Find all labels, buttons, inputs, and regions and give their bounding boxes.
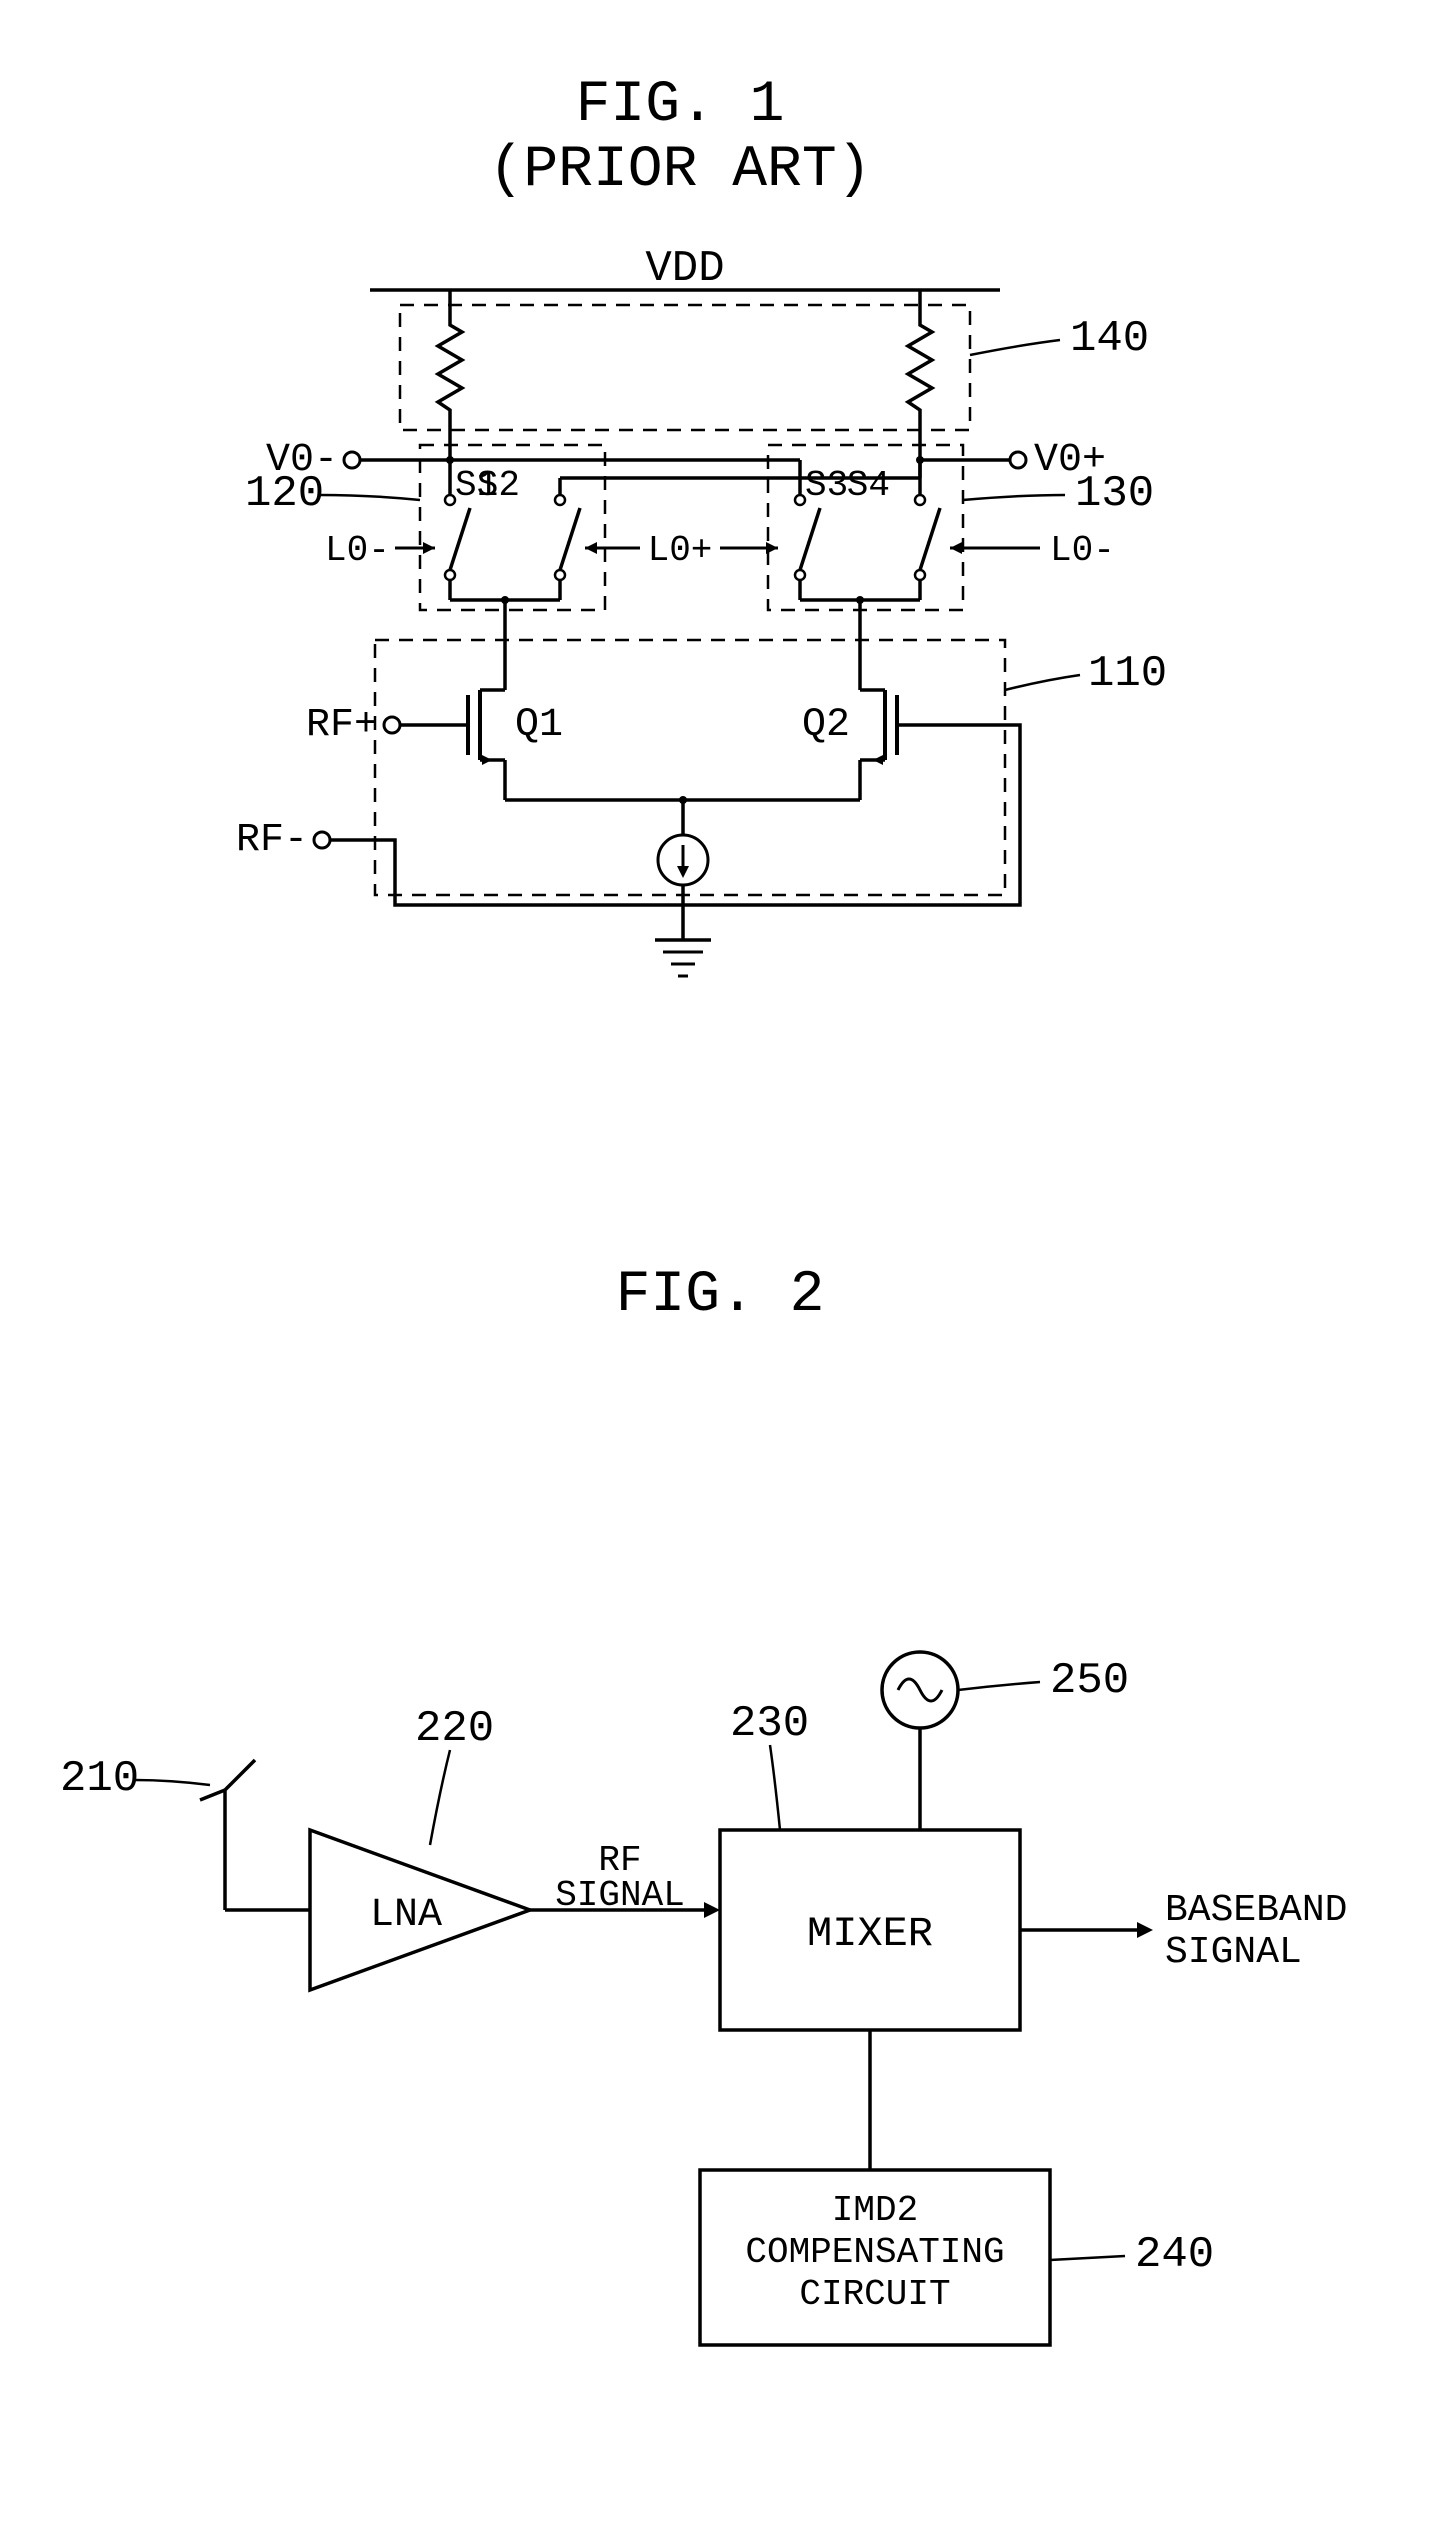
lo-plus-label: L0+ (648, 530, 713, 571)
ref-240: 240 (1135, 2230, 1214, 2280)
transistor-q1 (400, 665, 505, 800)
arrowhead (585, 542, 597, 554)
leader-220 (430, 1750, 450, 1845)
s2-label: S2 (477, 465, 520, 506)
terminal-rf-minus (314, 832, 330, 848)
dash-box-140 (400, 305, 970, 430)
fig1-title-line1: FIG. 1 (576, 73, 785, 138)
ground-symbol (655, 940, 711, 976)
resistor-right (908, 315, 932, 420)
vdd-label: VDD (645, 244, 724, 294)
q1-label: Q1 (515, 703, 563, 748)
leader-140 (970, 340, 1060, 355)
imd2-l3: CIRCUIT (799, 2274, 950, 2315)
terminal-vo-minus (344, 452, 360, 468)
baseband-l1: BASEBAND (1165, 1889, 1347, 1932)
arrowhead (766, 542, 778, 554)
node (501, 596, 509, 604)
leader-130 (963, 495, 1065, 500)
imd2-l2: COMPENSATING (745, 2232, 1004, 2273)
figure-2: FIG. 2 210 LNA 220 RF SIGNAL MIXER 230 (60, 1263, 1347, 2345)
ref-220: 220 (415, 1704, 494, 1754)
ref-250: 250 (1050, 1656, 1129, 1706)
baseband-l2: SIGNAL (1165, 1931, 1302, 1974)
leader-250 (958, 1682, 1040, 1690)
arrowhead (704, 1902, 720, 1918)
current-source (658, 835, 708, 885)
rf-minus-label: RF- (236, 818, 308, 863)
terminal-rf-plus (384, 717, 400, 733)
ref-120: 120 (245, 469, 324, 519)
terminal-vo-plus (1010, 452, 1026, 468)
arrowhead (423, 542, 435, 554)
fig2-title: FIG. 2 (616, 1263, 825, 1328)
arrowhead (950, 542, 962, 554)
figure-1: FIG. 1 (PRIOR ART) VDD 140 V0- (236, 73, 1167, 976)
ref-110: 110 (1088, 649, 1167, 699)
lo-minus-left-label: L0- (325, 530, 390, 571)
switch-s2 (555, 495, 580, 580)
lna-label: LNA (370, 1893, 442, 1938)
ref-140: 140 (1070, 314, 1149, 364)
node (856, 596, 864, 604)
s3-label: S3 (805, 465, 848, 506)
antenna-symbol (200, 1760, 255, 1910)
ref-210: 210 (60, 1754, 139, 1804)
q2-label: Q2 (802, 703, 850, 748)
mixer-label: MIXER (807, 1910, 933, 1958)
lo-minus-right-label: L0- (1050, 530, 1115, 571)
switch-s3 (795, 495, 820, 580)
fig1-title-line2: (PRIOR ART) (489, 138, 872, 203)
leader-110 (1005, 675, 1080, 690)
leader-230 (770, 1745, 780, 1830)
leader-210 (135, 1780, 210, 1785)
resistor-left (438, 315, 462, 420)
ref-130: 130 (1075, 469, 1154, 519)
ref-230: 230 (730, 1699, 809, 1749)
leader-240 (1050, 2256, 1125, 2260)
transistor-q2 (860, 665, 990, 800)
rf-signal-l2: SIGNAL (555, 1875, 685, 1916)
imd2-l1: IMD2 (832, 2190, 918, 2231)
switch-s4 (915, 495, 940, 580)
switch-s1 (445, 495, 470, 580)
s4-label: S4 (847, 465, 890, 506)
rf-plus-label: RF+ (306, 703, 378, 748)
leader-120 (320, 495, 420, 500)
arrowhead (1137, 1922, 1153, 1938)
